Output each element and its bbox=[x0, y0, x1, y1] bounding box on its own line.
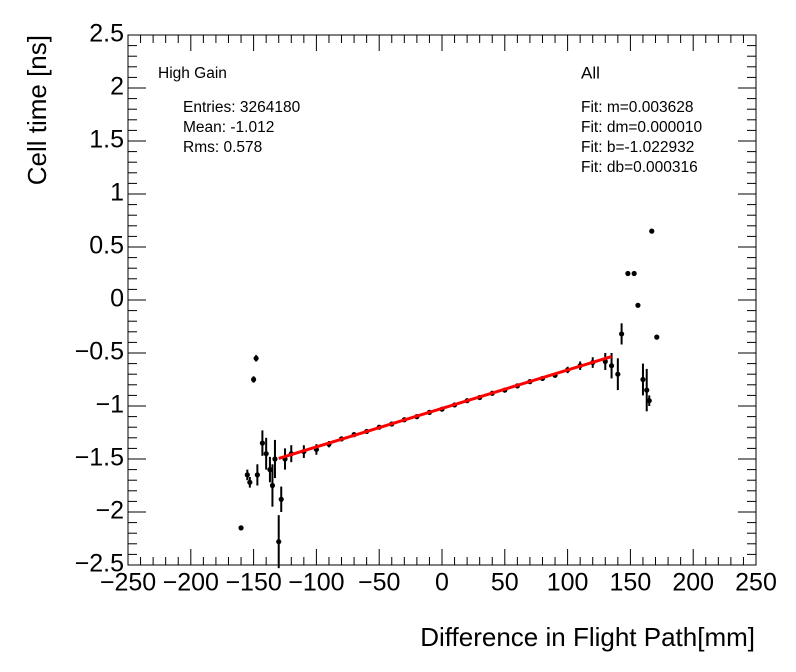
y-tick-label: −1 bbox=[95, 391, 124, 419]
y-tick-label: −2.5 bbox=[75, 550, 124, 578]
point bbox=[640, 376, 646, 383]
point bbox=[247, 479, 253, 485]
point bbox=[631, 270, 637, 277]
x-tick-label: −50 bbox=[358, 569, 400, 597]
y-axis-label: Cell time [ns] bbox=[22, 35, 52, 185]
point bbox=[272, 456, 278, 462]
fit-dm-label: Fit: dm=0.000010 bbox=[581, 119, 702, 136]
point bbox=[238, 525, 244, 531]
fit-db-label: Fit: db=0.000316 bbox=[581, 159, 698, 176]
point bbox=[244, 472, 250, 478]
point bbox=[269, 482, 276, 489]
x-tick-label: 0 bbox=[435, 569, 449, 597]
point bbox=[615, 371, 621, 377]
point bbox=[649, 228, 655, 234]
x-tick-label: −250 bbox=[100, 569, 156, 597]
x-tick-label: 100 bbox=[547, 569, 589, 597]
y-tick-label: 1.5 bbox=[89, 126, 124, 154]
point bbox=[253, 355, 259, 361]
point bbox=[267, 467, 273, 473]
point bbox=[646, 398, 652, 404]
fit-m-label: Fit: m=0.003628 bbox=[581, 99, 693, 116]
point bbox=[608, 363, 615, 369]
point bbox=[259, 440, 265, 446]
y-tick-label: −2 bbox=[95, 497, 124, 525]
y-tick-label: −1.5 bbox=[75, 444, 124, 472]
point bbox=[276, 539, 282, 545]
x-tick-label: 250 bbox=[735, 569, 777, 597]
y-tick-label: 0 bbox=[110, 285, 124, 313]
point bbox=[263, 451, 269, 457]
selection-label: All bbox=[581, 63, 600, 82]
point bbox=[251, 376, 257, 383]
x-tick-label: −100 bbox=[288, 569, 344, 597]
x-tick-label: 150 bbox=[610, 569, 652, 597]
point bbox=[635, 302, 641, 308]
x-tick-label: 50 bbox=[491, 569, 519, 597]
y-tick-label: −0.5 bbox=[75, 338, 124, 366]
y-tick-label: 2.5 bbox=[89, 20, 124, 48]
point bbox=[625, 270, 631, 277]
rms-label: Rms: 0.578 bbox=[183, 139, 262, 156]
x-tick-label: −150 bbox=[225, 569, 281, 597]
point bbox=[644, 387, 650, 393]
point bbox=[619, 331, 625, 337]
gain-label: High Gain bbox=[158, 65, 227, 82]
fit-line bbox=[278, 355, 612, 460]
y-tick-label: 2 bbox=[110, 73, 124, 101]
x-tick-label: 200 bbox=[672, 569, 714, 597]
fit-b-label: Fit: b=-1.022932 bbox=[581, 139, 694, 156]
y-tick-label: 0.5 bbox=[89, 232, 124, 260]
point bbox=[654, 334, 660, 340]
mean-label: Mean: -1.012 bbox=[183, 119, 274, 136]
x-axis-label: Difference in Flight Path[mm] bbox=[420, 622, 755, 652]
point bbox=[278, 496, 284, 502]
point bbox=[254, 472, 260, 478]
y-tick-label: 1 bbox=[110, 179, 124, 207]
entries-label: Entries: 3264180 bbox=[183, 99, 301, 116]
x-tick-label: −200 bbox=[163, 569, 219, 597]
